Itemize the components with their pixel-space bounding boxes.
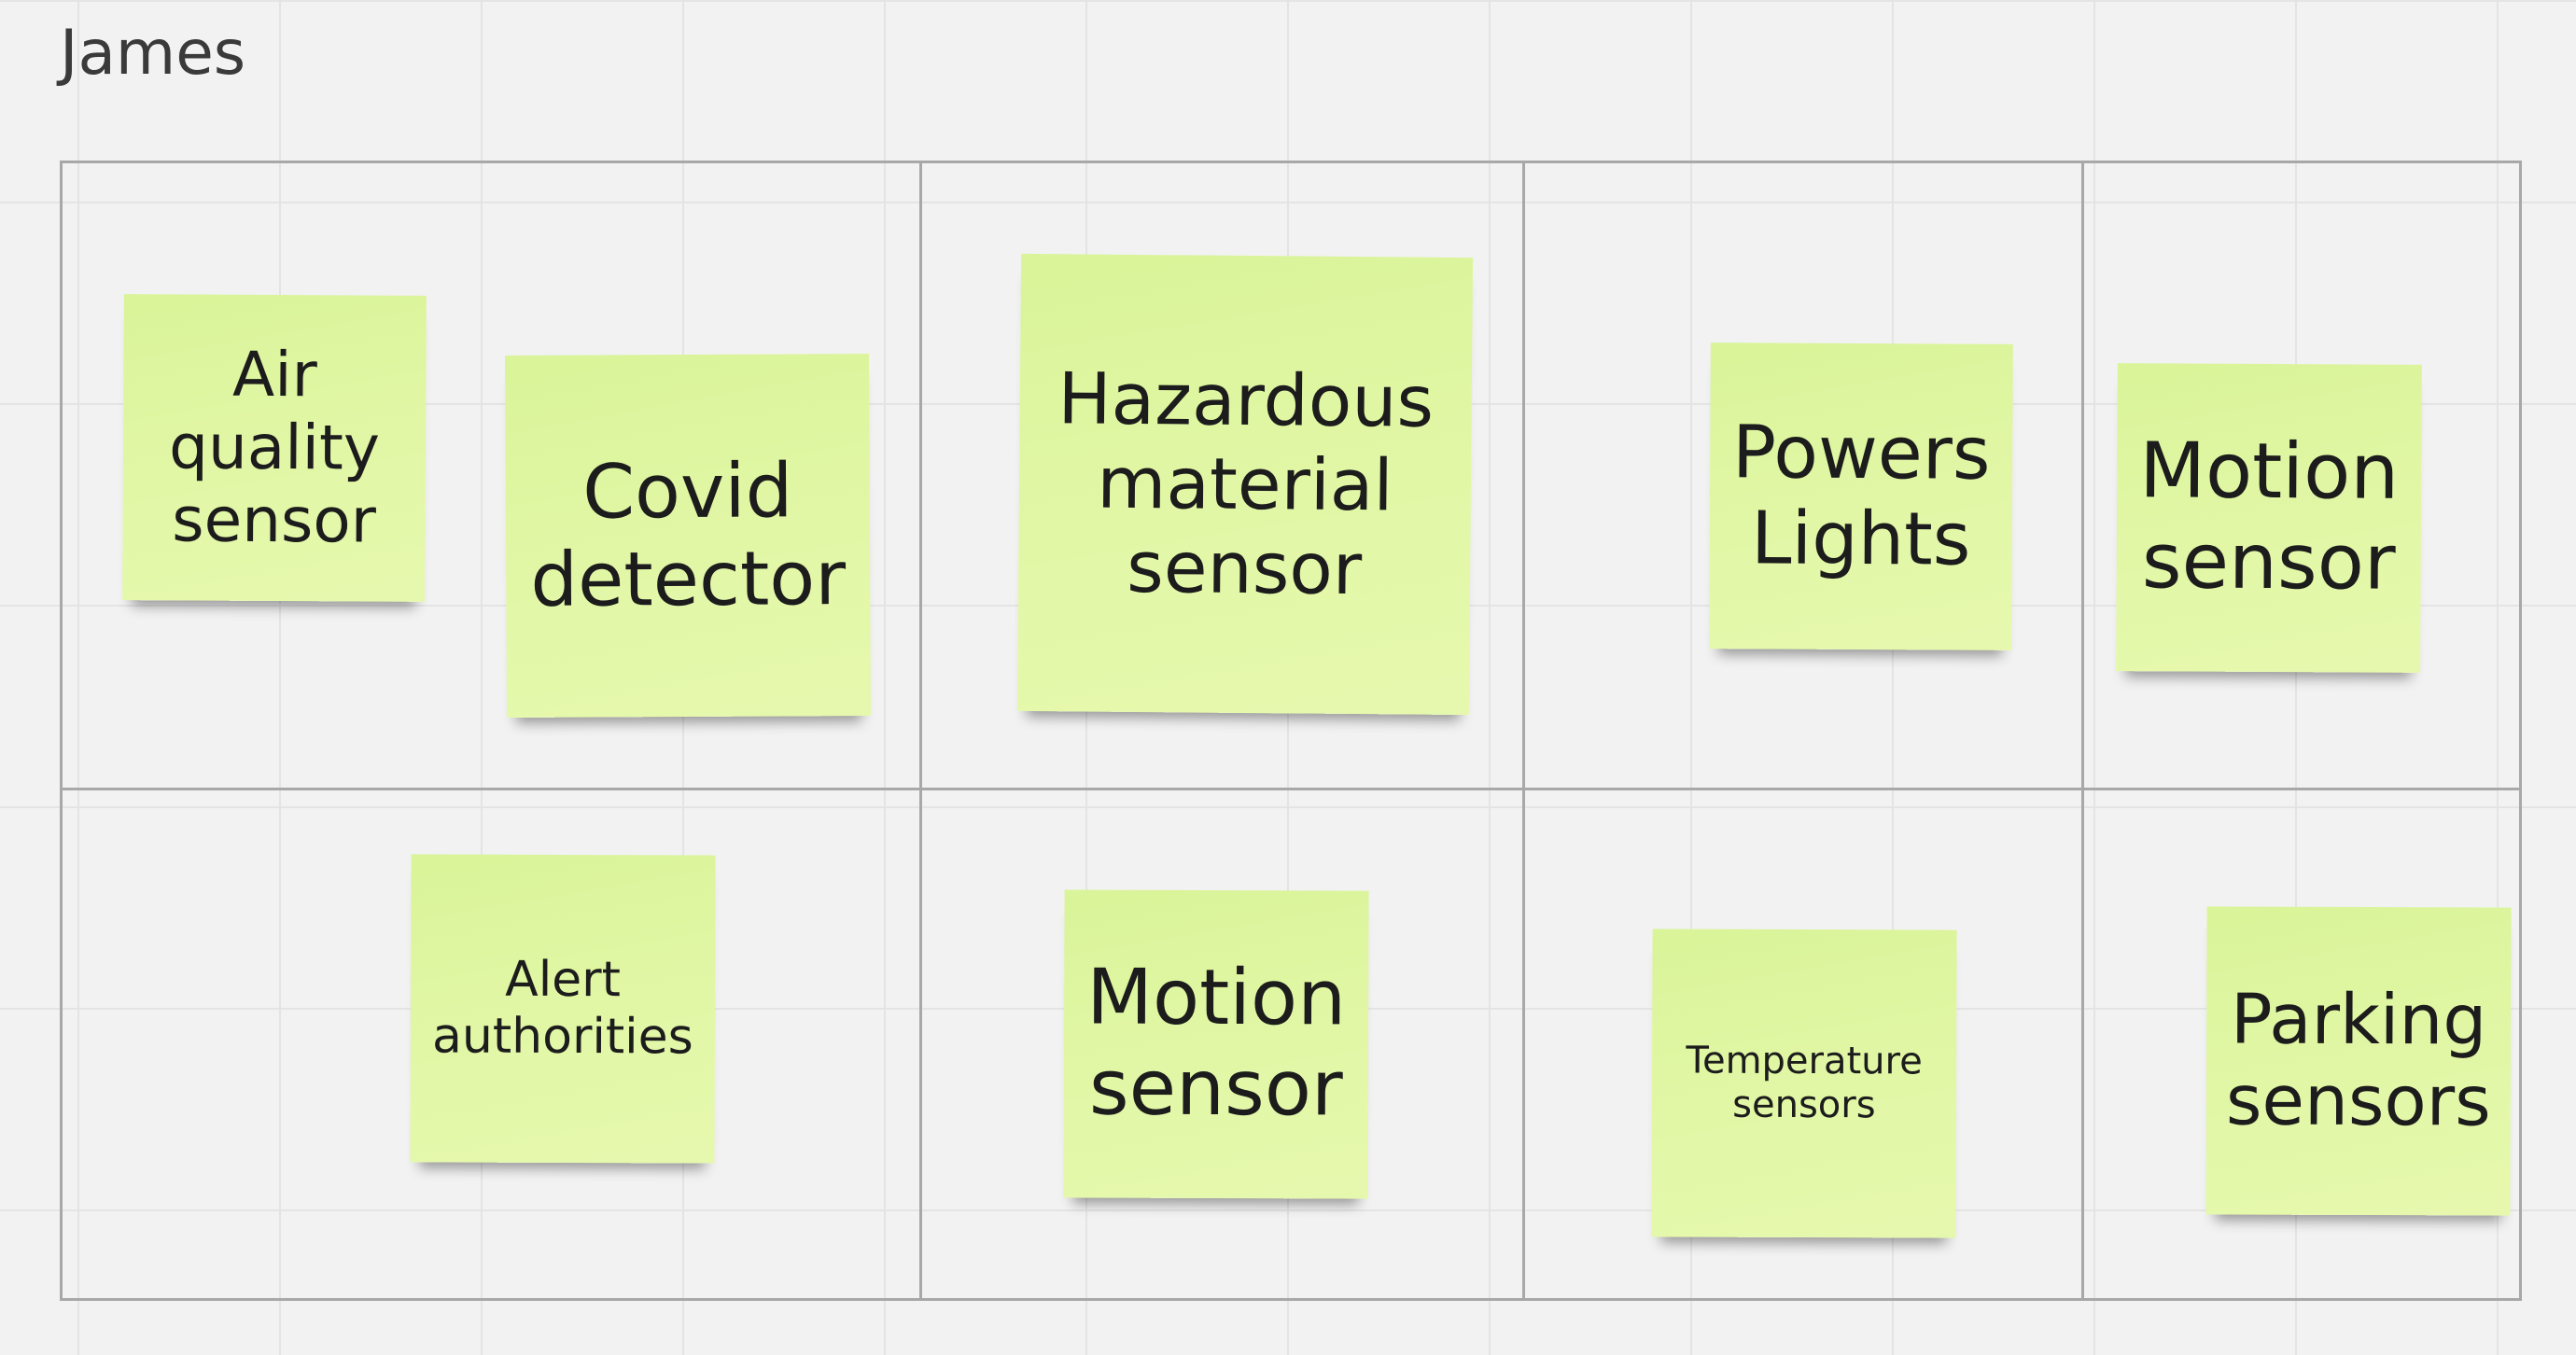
sticky-note-motion-1[interactable]: Motion sensor bbox=[2116, 363, 2422, 673]
column-divider bbox=[1522, 163, 1525, 1298]
grid-frame bbox=[60, 161, 2522, 1301]
column-divider bbox=[2081, 163, 2084, 1298]
sticky-note-temperature[interactable]: Temperature sensors bbox=[1651, 929, 1957, 1238]
sticky-note-label: Covid detector bbox=[530, 447, 847, 623]
sticky-note-parking[interactable]: Parking sensors bbox=[2205, 906, 2512, 1216]
sticky-note-motion-2[interactable]: Motion sensor bbox=[1063, 889, 1369, 1199]
sticky-note-alert[interactable]: Alert authorities bbox=[410, 854, 716, 1164]
row-divider bbox=[63, 788, 2519, 790]
sticky-note-label: Motion sensor bbox=[2139, 426, 2400, 608]
sticky-note-label: Powers Lights bbox=[1731, 411, 1991, 582]
sticky-note-label: Motion sensor bbox=[1086, 953, 1347, 1134]
column-divider bbox=[919, 163, 922, 1298]
sticky-note-label: Hazardous material sensor bbox=[1057, 356, 1435, 610]
sticky-note-label: Temperature sensors bbox=[1686, 1039, 1923, 1127]
board-title: James bbox=[60, 17, 246, 89]
sticky-note-powers-lights[interactable]: Powers Lights bbox=[1709, 342, 2013, 650]
sticky-note-air-quality[interactable]: Air quality sensor bbox=[122, 294, 427, 602]
sticky-note-label: Alert authorities bbox=[431, 951, 693, 1066]
sticky-note-label: Parking sensors bbox=[2225, 979, 2491, 1142]
sticky-note-label: Air quality sensor bbox=[168, 338, 381, 557]
sticky-note-covid[interactable]: Covid detector bbox=[504, 353, 872, 719]
sticky-note-hazardous[interactable]: Hazardous material sensor bbox=[1016, 253, 1474, 716]
